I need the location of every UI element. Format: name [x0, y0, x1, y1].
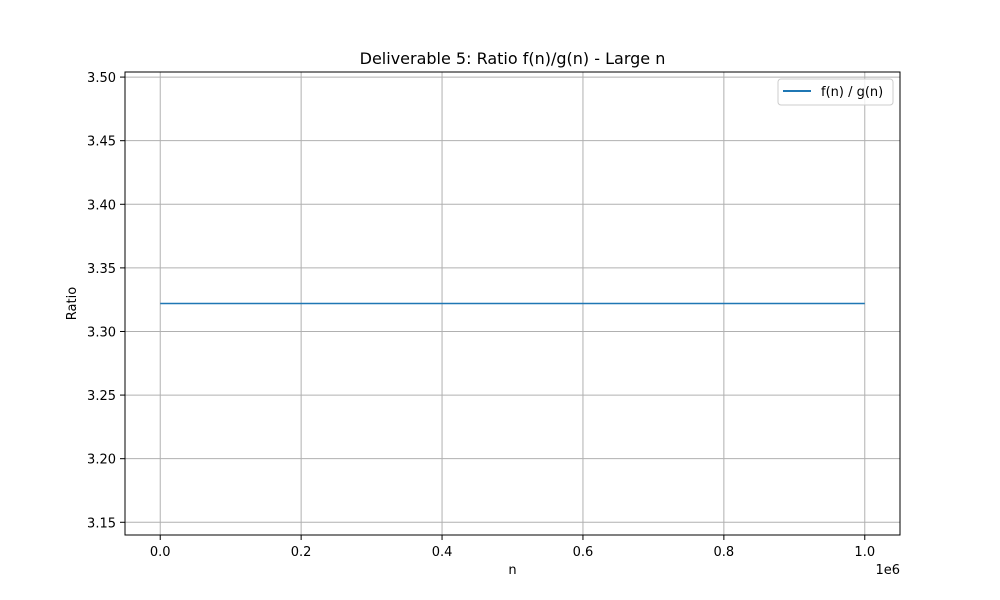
x-tick-label: 0.0	[150, 545, 171, 560]
chart-title: Deliverable 5: Ratio f(n)/g(n) - Large n	[360, 49, 666, 68]
legend-box	[777, 78, 894, 106]
y-tick-label: 3.25	[87, 389, 116, 404]
x-axis-label: n	[508, 563, 516, 578]
legend-label: f(n) / g(n)	[821, 85, 883, 100]
axes-frame	[124, 71, 901, 536]
x-tick-label: 0.4	[432, 545, 453, 560]
y-tick-label: 3.35	[87, 262, 116, 277]
y-tick-label: 3.30	[87, 325, 116, 340]
x-axis-offset-label: 1e6	[875, 563, 900, 578]
x-tick-label: 1.0	[854, 545, 875, 560]
x-tick-label: 0.2	[291, 545, 312, 560]
y-tick-label: 3.20	[87, 453, 116, 468]
y-tick-label: 3.15	[87, 516, 116, 531]
legend: f(n) / g(n)	[777, 78, 894, 106]
y-tick-label: 3.50	[87, 71, 116, 86]
y-axis-label: Ratio	[65, 287, 80, 320]
x-tick-label: 0.6	[573, 545, 594, 560]
y-tick-label: 3.40	[87, 198, 116, 213]
axis-ticks: 0.0 0.2 0.4 0.6 0.8 1.0 3.15 3.20 3.25 3.30 3.35 3.…	[87, 71, 875, 560]
y-tick-label: 3.45	[87, 135, 116, 150]
x-tick-label: 0.8	[714, 545, 735, 560]
